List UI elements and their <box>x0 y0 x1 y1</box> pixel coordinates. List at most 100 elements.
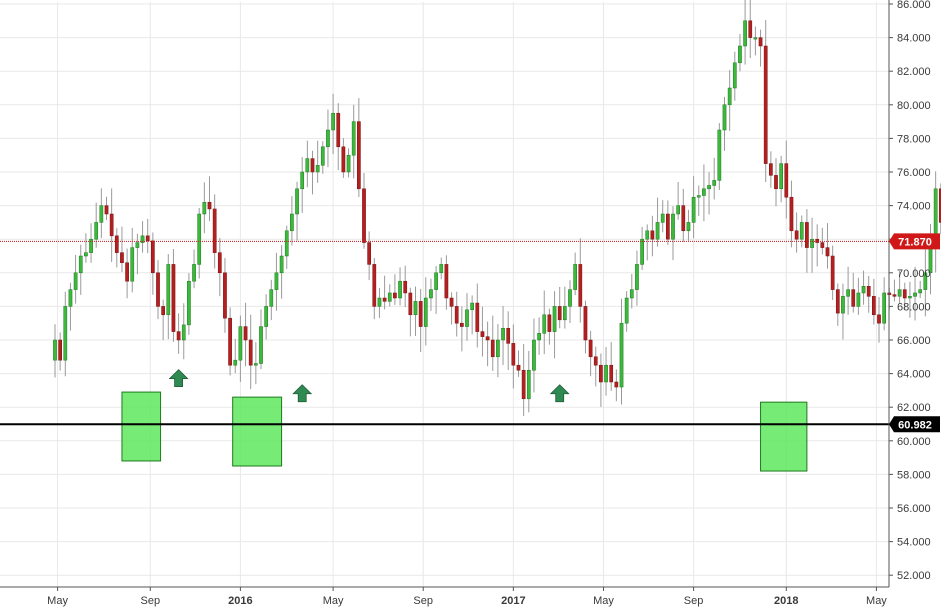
candle-up <box>351 121 356 156</box>
candle-down <box>521 369 526 400</box>
candle-up <box>655 222 660 240</box>
candle-down <box>382 297 387 302</box>
candle-up <box>413 301 418 316</box>
candle-down <box>403 280 408 294</box>
candle-down <box>877 314 881 324</box>
candle-down <box>490 339 495 358</box>
candle-up <box>284 230 289 257</box>
candle-down <box>609 364 614 383</box>
candle-down <box>789 196 794 232</box>
y-tick-label: 52.000 <box>897 570 931 582</box>
candle-up <box>732 62 737 89</box>
candle-down <box>151 240 155 274</box>
candles <box>53 0 941 472</box>
candle-down <box>480 331 485 337</box>
candle-up <box>259 326 263 364</box>
y-tick-label: 66.000 <box>897 335 931 347</box>
candle-down <box>851 289 856 307</box>
candle-down <box>454 306 459 324</box>
up-arrow-icon <box>292 384 313 403</box>
candle-down <box>176 331 181 341</box>
candle-up <box>727 87 732 106</box>
support-zone <box>232 396 283 467</box>
candle-up <box>686 222 691 232</box>
candle-up <box>387 292 392 302</box>
candle-up <box>89 238 93 253</box>
y-tick-label: 68.000 <box>897 301 931 313</box>
candle-down <box>485 336 490 341</box>
y-tick-label: 80.000 <box>897 100 931 112</box>
candle-up <box>470 302 474 311</box>
x-tick-label: May <box>866 595 887 607</box>
candle-down <box>593 356 598 366</box>
candle-up <box>434 272 438 290</box>
candle-up <box>846 289 850 297</box>
y-tick-label: 82.000 <box>897 66 931 78</box>
candle-down <box>310 158 315 173</box>
candle-down <box>892 294 897 297</box>
candle-up <box>856 292 861 307</box>
candle-down <box>444 264 449 299</box>
candle-down <box>583 306 588 341</box>
candle-up <box>326 129 330 148</box>
candle-down <box>588 339 593 358</box>
candle-down <box>207 201 212 210</box>
grid <box>0 2 889 587</box>
candle-up <box>429 289 433 299</box>
candle-up <box>398 280 402 299</box>
y-tick-label: 74.000 <box>897 201 931 213</box>
candle-down <box>362 188 366 243</box>
candle-up <box>671 213 675 240</box>
candle-up <box>377 297 382 307</box>
candle-up <box>532 339 536 371</box>
candle-up <box>73 272 78 290</box>
candle-down <box>217 252 222 274</box>
candle-up <box>691 196 696 223</box>
candle-up <box>233 359 238 366</box>
candle-up <box>573 264 577 290</box>
candle-up <box>743 20 747 47</box>
candle-up <box>197 213 202 265</box>
candle-up <box>753 37 758 40</box>
candle-down <box>418 301 423 327</box>
candle-up <box>501 327 505 341</box>
x-tick-label: 2018 <box>774 595 798 607</box>
candle-down <box>161 306 166 316</box>
candle-down <box>58 339 62 361</box>
candle-up <box>202 201 207 215</box>
candle-up <box>187 280 191 326</box>
y-tick-label: 56.000 <box>897 503 931 515</box>
candle-up <box>439 264 444 274</box>
support-level-badge: 60.982 <box>889 416 940 433</box>
candle-down <box>336 112 341 148</box>
x-tick-label: May <box>323 595 344 607</box>
candle-up <box>331 112 335 131</box>
candle-down <box>681 205 686 232</box>
candle-up <box>923 272 928 290</box>
candle-down <box>769 163 773 176</box>
candle-down <box>825 247 830 257</box>
candle-up <box>779 163 783 190</box>
candle-down <box>114 235 119 253</box>
candle-up <box>604 364 608 383</box>
candle-up <box>496 339 500 358</box>
y-tick-label: 60.000 <box>897 436 931 448</box>
current-price-badge: 71.870 <box>889 233 940 250</box>
candle-up <box>320 146 325 166</box>
candle-down <box>774 175 778 190</box>
candle-down <box>223 272 227 319</box>
candle-up <box>279 255 284 274</box>
candle-up <box>140 235 145 243</box>
x-tick-label: Sep <box>413 595 433 607</box>
candle-up <box>696 195 701 198</box>
candle-up <box>619 322 624 388</box>
candle-up <box>861 285 866 294</box>
x-tick-label: Sep <box>684 595 704 607</box>
candle-down <box>104 205 109 215</box>
candle-up <box>918 289 923 294</box>
candle-down <box>125 262 129 282</box>
candle-up <box>717 129 722 181</box>
candle-up <box>290 213 294 232</box>
candle-down <box>902 289 907 299</box>
candle-down <box>511 343 516 366</box>
